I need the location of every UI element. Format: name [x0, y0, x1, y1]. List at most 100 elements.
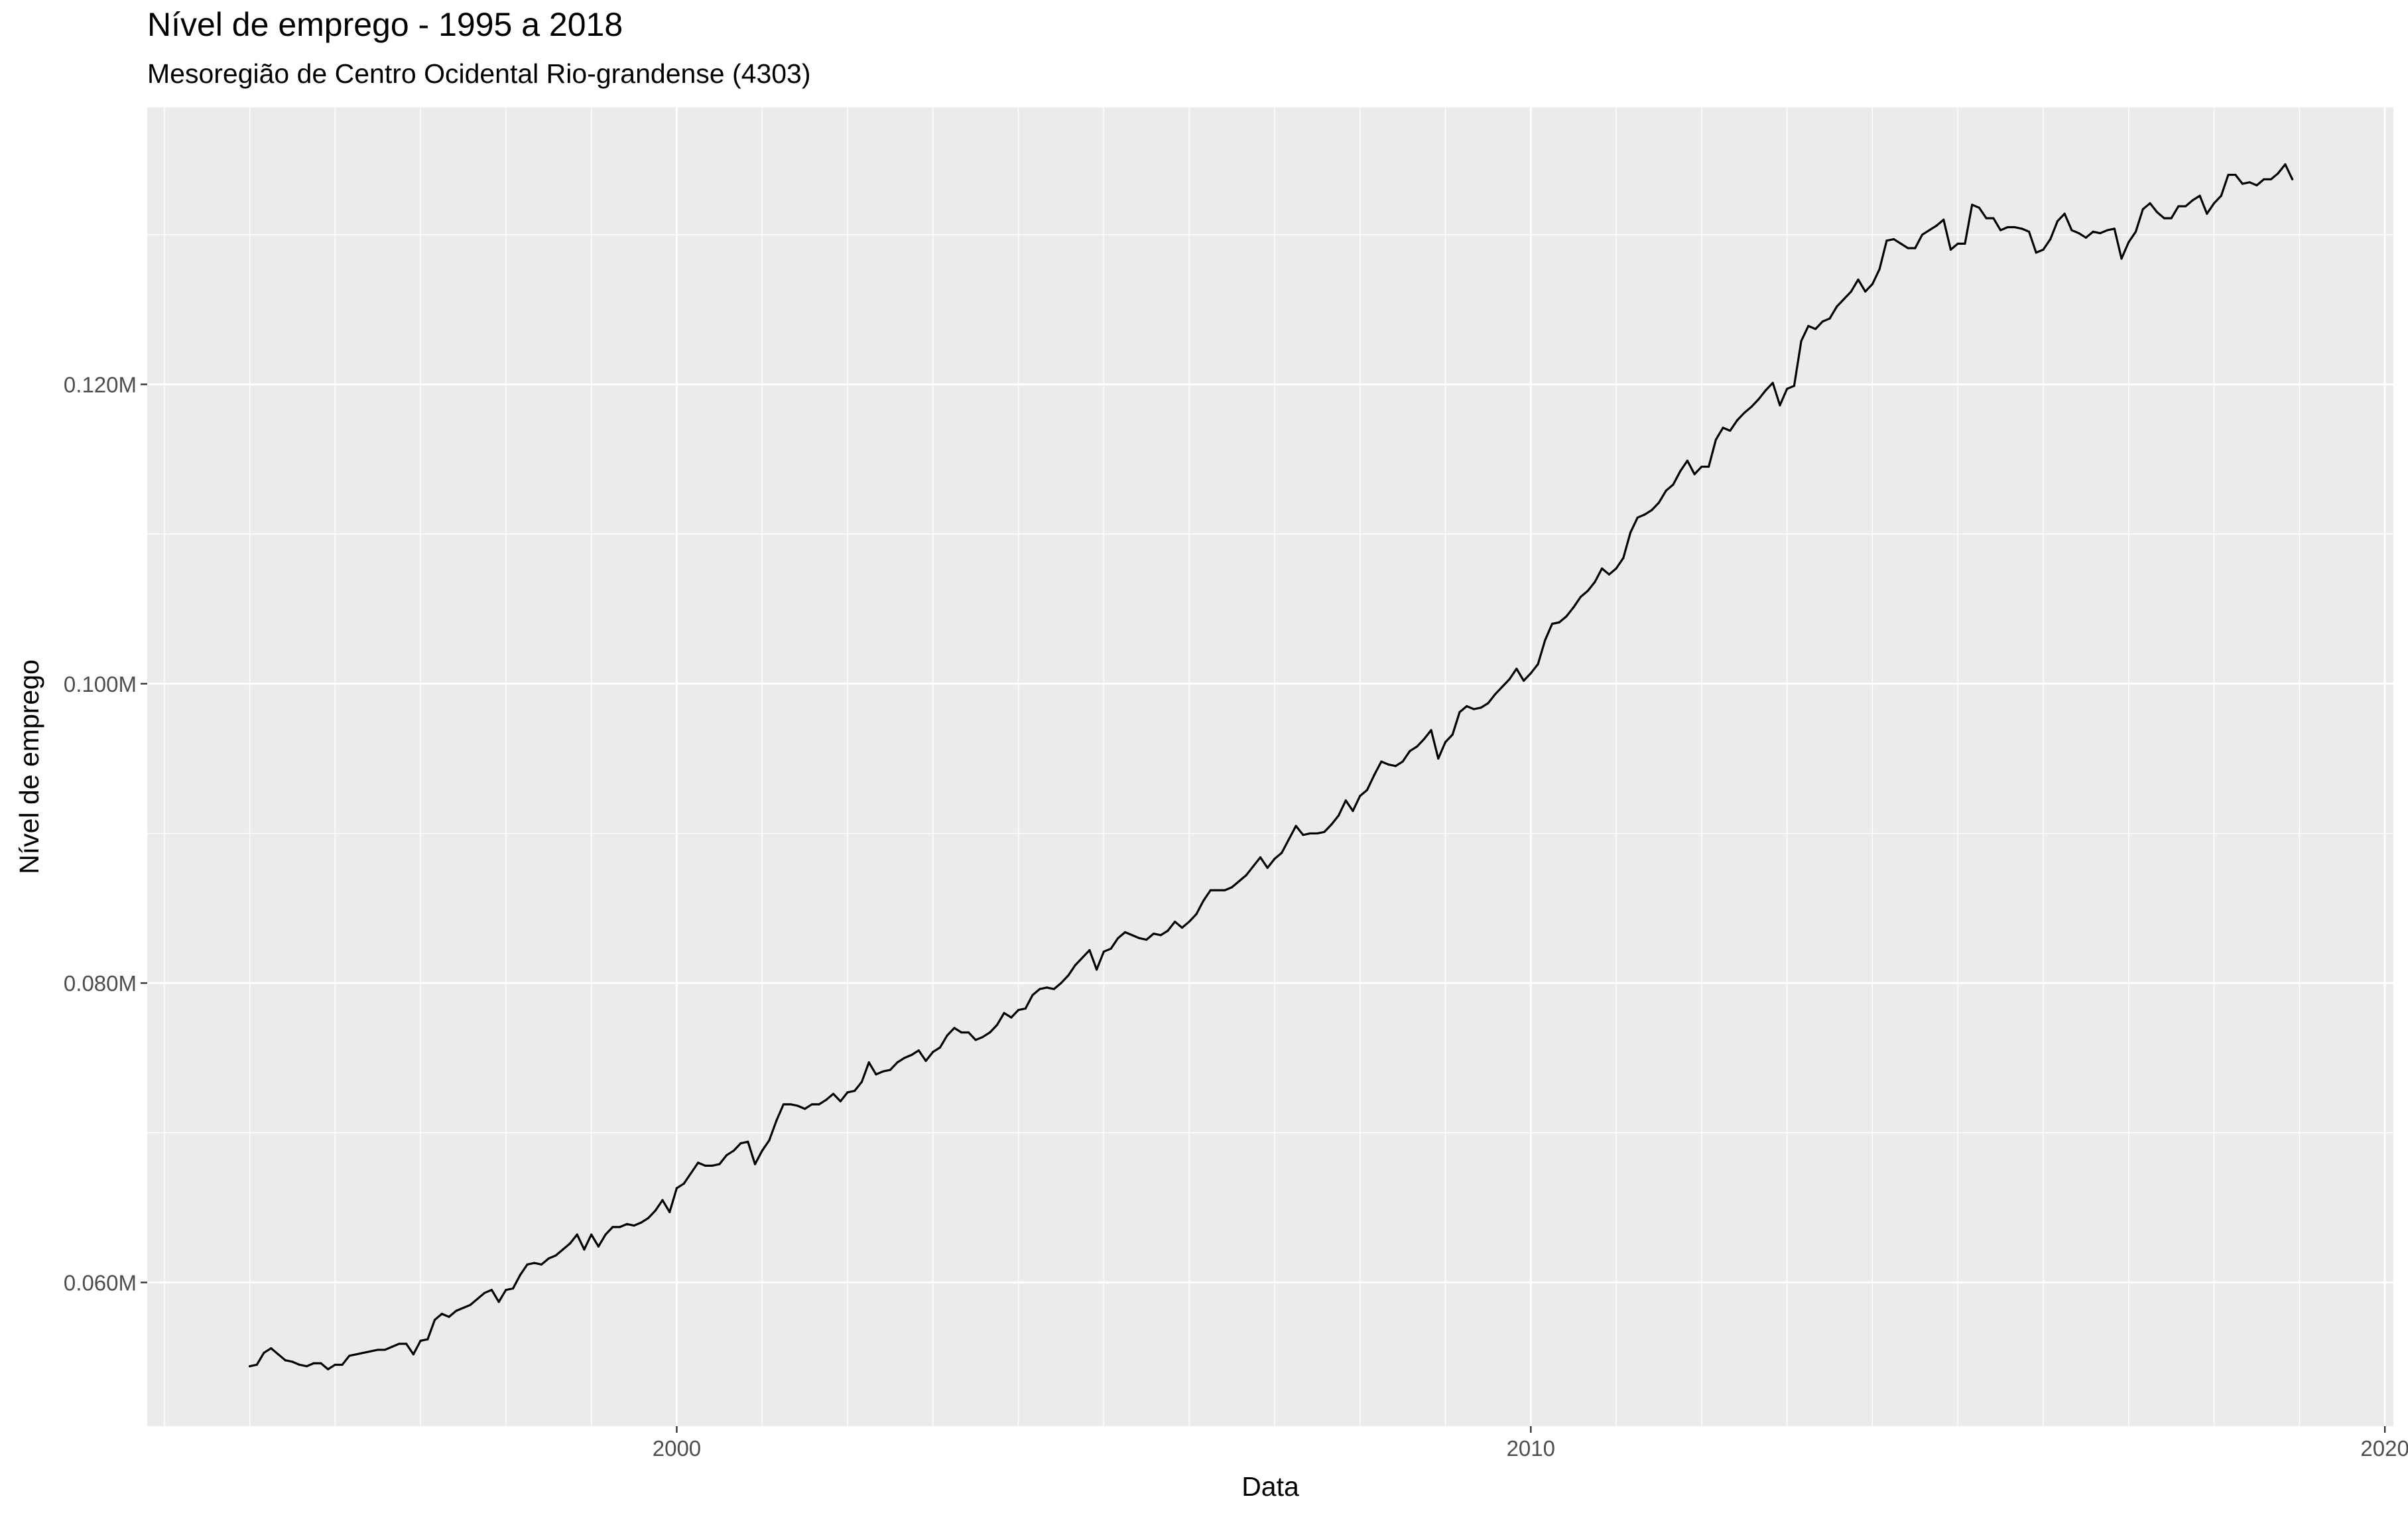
- data-point: [1444, 741, 1447, 744]
- data-point: [1558, 621, 1560, 624]
- data-point: [1942, 218, 1945, 221]
- data-point: [270, 1347, 273, 1350]
- data-point: [753, 1163, 757, 1165]
- data-point: [2027, 230, 2031, 233]
- data-point: [1316, 832, 1318, 835]
- data-point: [1529, 672, 1532, 675]
- data-point: [1636, 516, 1639, 519]
- data-point: [782, 1103, 785, 1106]
- data-point: [2241, 182, 2244, 185]
- y-tick-label: 0.080M: [64, 971, 137, 996]
- data-point: [1081, 956, 1084, 959]
- data-point: [711, 1164, 714, 1167]
- data-point: [2070, 229, 2073, 231]
- data-point: [320, 1362, 322, 1364]
- data-point: [1949, 248, 1952, 251]
- data-point: [846, 1091, 849, 1094]
- data-point: [483, 1291, 486, 1294]
- data-point: [2269, 178, 2273, 180]
- data-point: [497, 1301, 500, 1303]
- data-point: [1472, 708, 1476, 710]
- data-point: [1252, 865, 1255, 868]
- data-point: [490, 1289, 493, 1291]
- data-point: [640, 1221, 643, 1224]
- data-point: [1736, 419, 1739, 422]
- data-point: [1359, 795, 1362, 797]
- data-point: [917, 1049, 920, 1052]
- data-point: [305, 1365, 308, 1368]
- data-point: [383, 1349, 387, 1351]
- data-point: [1096, 968, 1098, 971]
- data-point: [1152, 933, 1155, 935]
- data-point: [255, 1363, 258, 1366]
- data-point: [1330, 823, 1333, 826]
- data-point: [2234, 173, 2237, 176]
- data-point: [590, 1233, 593, 1236]
- data-point: [2156, 211, 2159, 214]
- data-point: [668, 1211, 671, 1213]
- data-point: [1643, 513, 1646, 516]
- data-point: [1878, 268, 1881, 271]
- y-tick-label: 0.100M: [64, 672, 137, 696]
- data-point: [1914, 247, 1917, 249]
- data-point: [1102, 951, 1105, 953]
- data-point: [2291, 178, 2294, 180]
- data-point: [2212, 202, 2216, 205]
- data-point: [1295, 824, 1297, 827]
- data-point: [967, 1031, 970, 1034]
- data-point: [576, 1233, 578, 1236]
- data-point: [732, 1150, 735, 1152]
- data-point: [911, 1053, 913, 1056]
- major-gridlines: [147, 107, 2393, 1426]
- data-point: [1885, 239, 1888, 242]
- data-point: [1281, 852, 1283, 854]
- data-point: [1209, 889, 1212, 891]
- data-point: [1180, 926, 1184, 929]
- data-point: [1365, 789, 1369, 791]
- data-point: [1451, 733, 1454, 736]
- data-point: [1714, 438, 1717, 441]
- data-point: [1174, 920, 1176, 923]
- data-point: [298, 1363, 301, 1366]
- data-point: [989, 1031, 991, 1034]
- data-point: [1686, 459, 1688, 462]
- data-point: [448, 1315, 450, 1318]
- data-point: [341, 1363, 344, 1366]
- data-point: [2198, 194, 2201, 197]
- data-point: [1707, 465, 1710, 468]
- data-point: [1615, 567, 1617, 570]
- data-point: [974, 1039, 977, 1041]
- data-point: [2120, 257, 2123, 260]
- data-point: [1608, 573, 1610, 576]
- data-point: [1052, 988, 1055, 990]
- data-point: [1480, 706, 1482, 709]
- data-point: [860, 1081, 863, 1083]
- data-point: [839, 1100, 842, 1102]
- data-point: [2220, 194, 2222, 197]
- minor-gridlines: [147, 107, 2393, 1426]
- data-point: [533, 1262, 536, 1264]
- data-point: [1437, 757, 1440, 760]
- chart-title: Nível de emprego - 1995 a 2018: [147, 6, 623, 43]
- data-point: [1771, 381, 1774, 384]
- data-point: [1921, 233, 1924, 236]
- data-point: [889, 1069, 892, 1071]
- data-point: [1586, 590, 1589, 592]
- data-point: [2035, 251, 2037, 254]
- data-point: [1145, 939, 1148, 941]
- x-axis-title: Data: [1241, 1471, 1299, 1502]
- data-point: [1978, 206, 1980, 209]
- data-point: [2163, 217, 2166, 220]
- data-point: [2078, 231, 2080, 235]
- y-axis-title: Nível de emprego: [14, 659, 44, 874]
- data-point: [1415, 745, 1419, 748]
- data-point: [405, 1343, 408, 1345]
- data-point: [1487, 702, 1489, 704]
- data-point: [2149, 202, 2151, 205]
- data-point: [1572, 606, 1575, 609]
- data-point: [875, 1073, 877, 1076]
- data-point: [1088, 949, 1091, 952]
- data-point: [1871, 283, 1874, 285]
- data-point: [597, 1245, 600, 1248]
- data-point: [2255, 184, 2258, 186]
